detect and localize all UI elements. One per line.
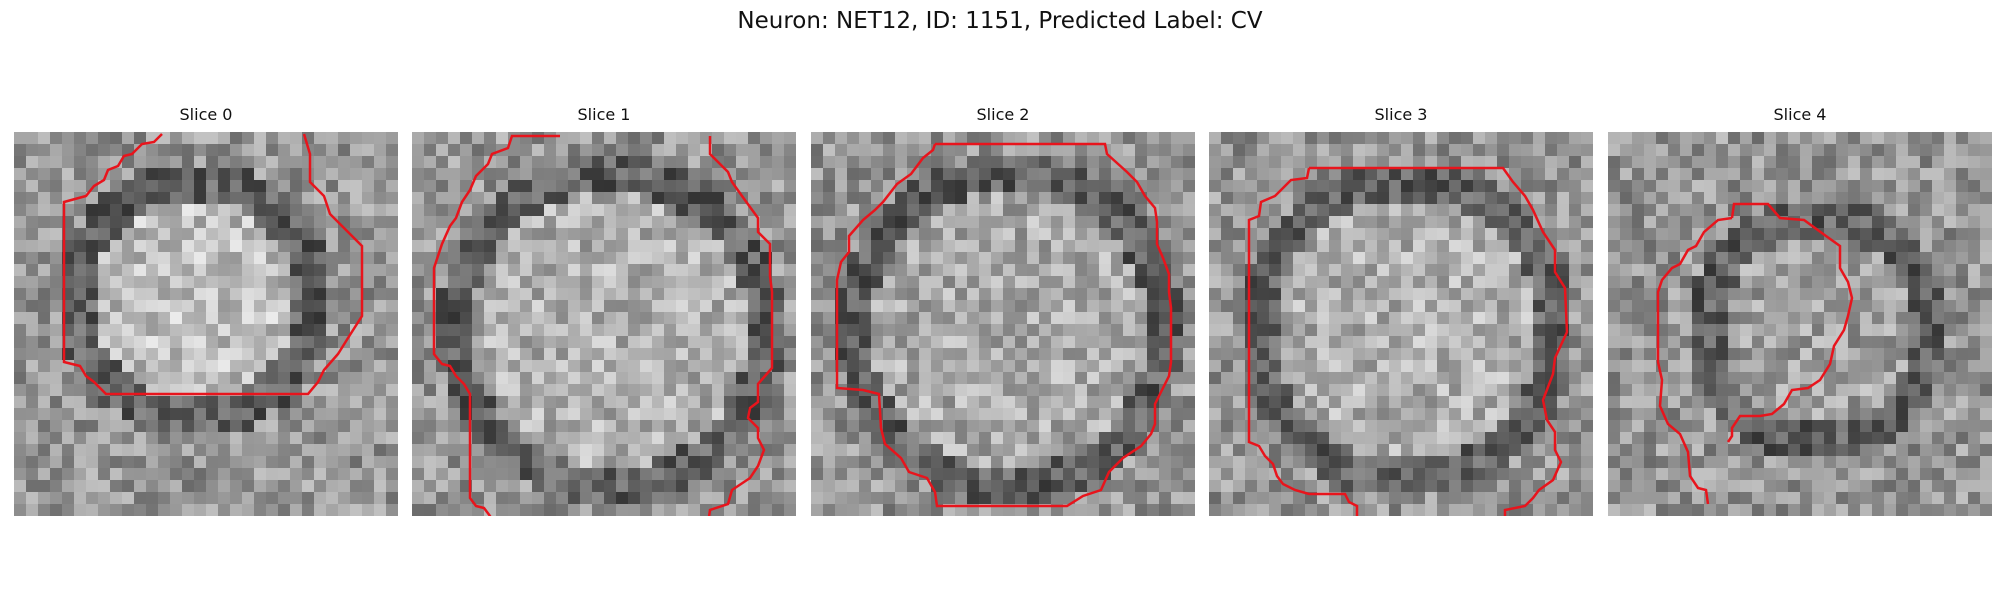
slice-title-0: Slice 0 xyxy=(14,105,398,124)
figure-title: Neuron: NET12, ID: 1151, Predicted Label… xyxy=(0,8,2000,34)
slice-title-1: Slice 1 xyxy=(412,105,796,124)
contour-overlay-3 xyxy=(1209,132,1593,516)
segmentation-contour-1-right xyxy=(708,136,772,516)
slice-title-2: Slice 2 xyxy=(811,105,1195,124)
contour-overlay-2 xyxy=(811,132,1195,516)
segmentation-contour-4 xyxy=(1728,204,1852,442)
slice-image-0 xyxy=(14,132,398,516)
segmentation-contour-1-left xyxy=(434,136,560,516)
segmentation-contour-3 xyxy=(1309,168,1567,516)
slice-image-3 xyxy=(1209,132,1593,516)
contour-overlay-1 xyxy=(412,132,796,516)
slice-title-4: Slice 4 xyxy=(1608,105,1992,124)
segmentation-contour-2 xyxy=(837,144,1171,506)
segmentation-contour-0 xyxy=(64,134,362,394)
slice-title-3: Slice 3 xyxy=(1209,105,1593,124)
slice-image-4 xyxy=(1608,132,1992,516)
contour-overlay-4 xyxy=(1608,132,1992,516)
segmentation-contour-3-left xyxy=(1249,168,1357,516)
contour-overlay-0 xyxy=(14,132,398,516)
segmentation-contour-4-left xyxy=(1658,218,1732,504)
slice-image-1 xyxy=(412,132,796,516)
slice-image-2 xyxy=(811,132,1195,516)
